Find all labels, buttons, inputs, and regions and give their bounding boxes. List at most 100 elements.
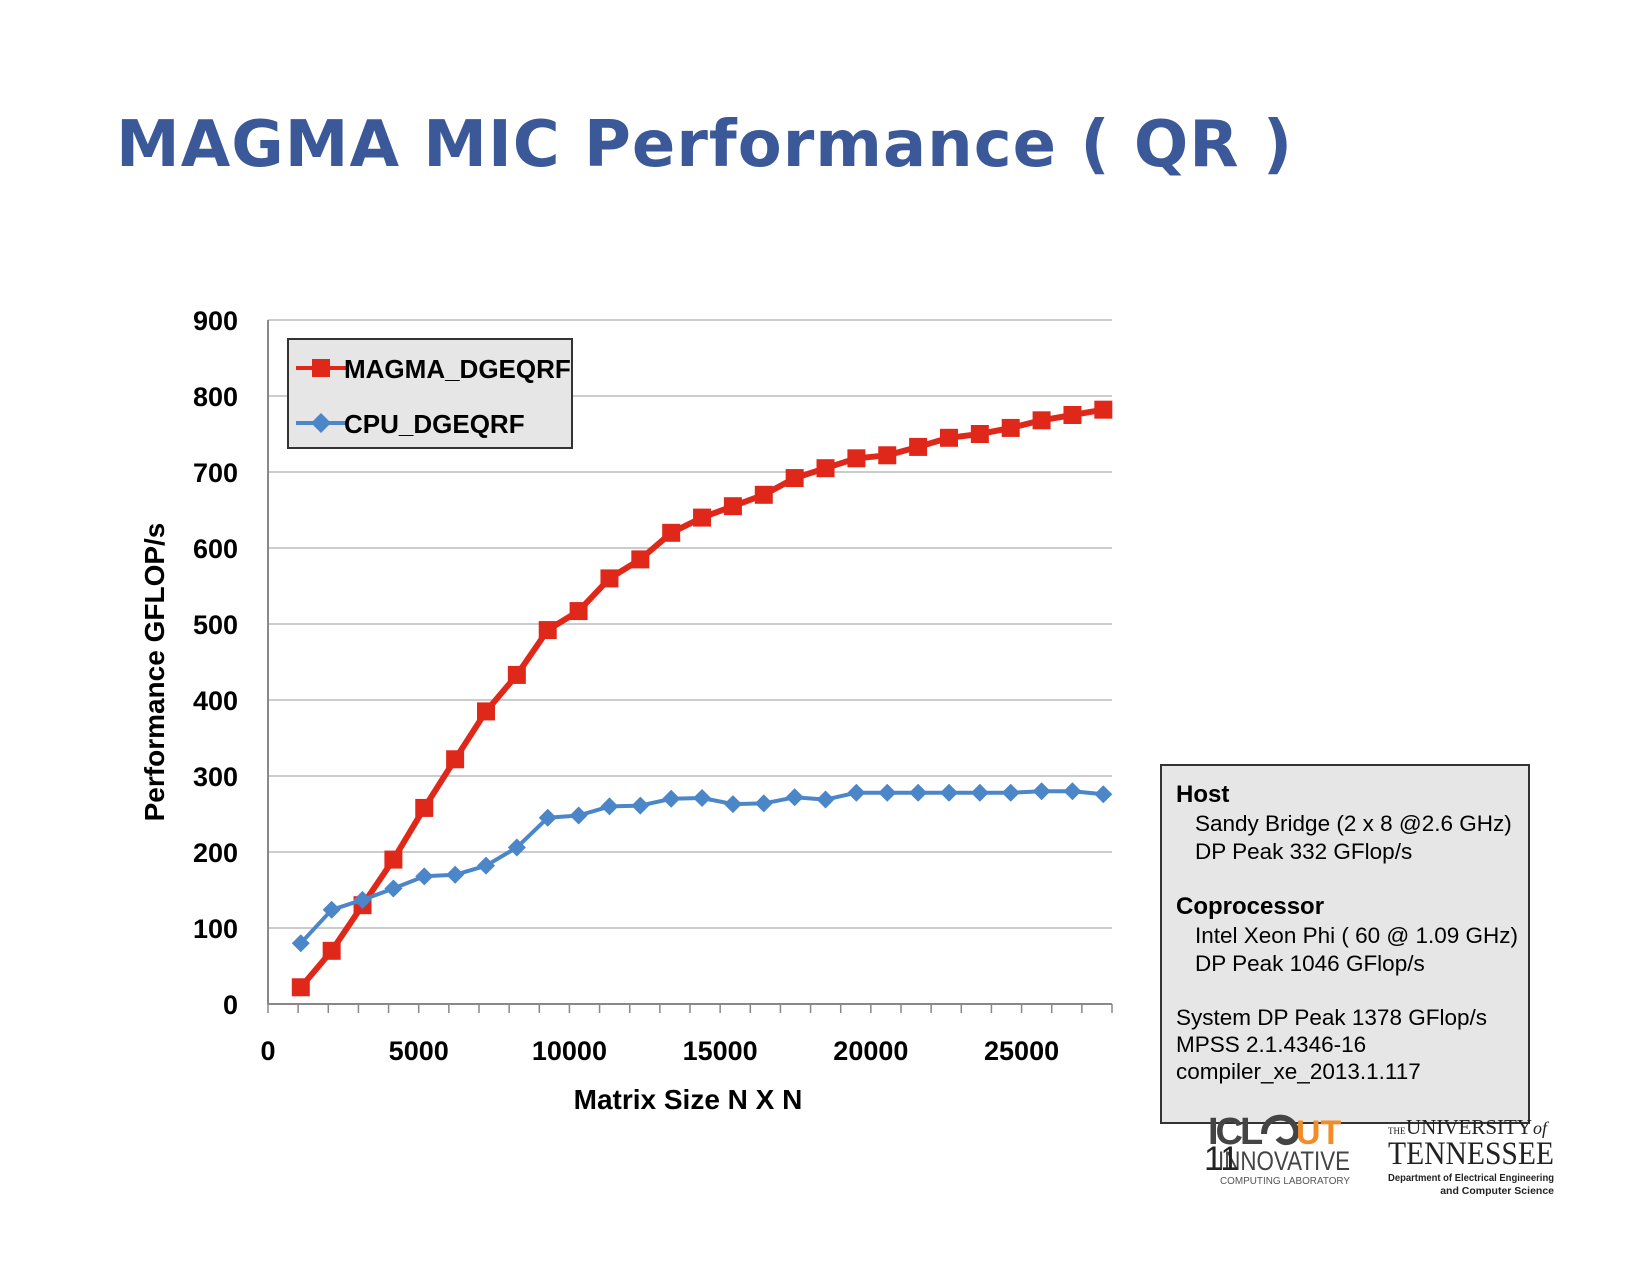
data-point-magma-dgeqrf bbox=[909, 437, 928, 456]
data-point-magma-dgeqrf bbox=[322, 941, 341, 960]
data-point-cpu-dgeqrf bbox=[631, 796, 650, 815]
x-tick-label: 15000 bbox=[683, 1036, 758, 1066]
compiler-version: compiler_xe_2013.1.117 bbox=[1176, 1059, 1421, 1084]
data-point-cpu-dgeqrf bbox=[693, 789, 712, 808]
data-point-cpu-dgeqrf bbox=[754, 794, 773, 813]
x-tick-label: 10000 bbox=[532, 1036, 607, 1066]
data-point-cpu-dgeqrf bbox=[476, 856, 495, 875]
legend-cpu-label: CPU_DGEQRF bbox=[344, 409, 525, 439]
x-tick-label: 5000 bbox=[389, 1036, 449, 1066]
data-point-cpu-dgeqrf bbox=[446, 865, 465, 884]
data-point-magma-dgeqrf bbox=[723, 497, 742, 516]
data-point-magma-dgeqrf bbox=[600, 569, 619, 588]
y-tick-label: 500 bbox=[193, 610, 238, 640]
ut-logo-university: UNIVERSITY bbox=[1406, 1115, 1532, 1139]
data-point-cpu-dgeqrf bbox=[1001, 783, 1020, 802]
data-point-magma-dgeqrf bbox=[1001, 418, 1020, 437]
y-tick-label: 600 bbox=[193, 534, 238, 564]
icl-logo-letters: ICL bbox=[1208, 1111, 1263, 1153]
icl-logo-swirl bbox=[1261, 1114, 1300, 1146]
data-point-magma-dgeqrf bbox=[970, 425, 989, 443]
host-heading: Host bbox=[1176, 781, 1230, 808]
data-point-magma-dgeqrf bbox=[631, 550, 650, 569]
series-line-magma-dgeqrf bbox=[298, 406, 1104, 990]
x-axis-title: Matrix Size N X N bbox=[574, 1084, 803, 1115]
x-tick-label: 0 bbox=[260, 1036, 275, 1066]
data-point-magma-dgeqrf bbox=[415, 798, 434, 817]
coprocessor-name: Intel Xeon Phi ( 60 @ 1.09 GHz) bbox=[1195, 923, 1518, 948]
data-point-cpu-dgeqrf bbox=[384, 879, 403, 898]
y-tick-label: 300 bbox=[193, 762, 238, 792]
data-point-magma-dgeqrf bbox=[754, 485, 773, 504]
data-point-cpu-dgeqrf bbox=[939, 783, 958, 802]
x-tick-label: 25000 bbox=[984, 1036, 1059, 1066]
data-point-cpu-dgeqrf bbox=[785, 788, 804, 807]
y-tick-label: 0 bbox=[223, 990, 238, 1020]
y-axis-title: Performance GFLOP/s bbox=[139, 523, 170, 822]
data-point-magma-dgeqrf bbox=[384, 850, 403, 869]
data-point-cpu-dgeqrf bbox=[1032, 782, 1051, 801]
data-point-magma-dgeqrf bbox=[1063, 406, 1082, 424]
data-point-magma-dgeqrf bbox=[1094, 400, 1113, 419]
coprocessor-heading: Coprocessor bbox=[1176, 893, 1325, 920]
host-cpu: Sandy Bridge (2 x 8 @2.6 GHz) bbox=[1195, 811, 1512, 836]
data-point-cpu-dgeqrf bbox=[415, 867, 434, 886]
data-point-magma-dgeqrf bbox=[476, 702, 495, 721]
data-point-magma-dgeqrf bbox=[939, 428, 958, 447]
data-point-cpu-dgeqrf bbox=[878, 783, 897, 802]
data-point-cpu-dgeqrf bbox=[723, 795, 742, 814]
icl-logo-innovative: INNOVATIVE bbox=[1218, 1146, 1350, 1176]
data-point-cpu-dgeqrf bbox=[1063, 782, 1082, 801]
ut-logo-of: of bbox=[1533, 1118, 1550, 1138]
x-tick-label: 20000 bbox=[833, 1036, 908, 1066]
data-point-cpu-dgeqrf bbox=[909, 783, 928, 802]
host-peak: DP Peak 332 GFlop/s bbox=[1195, 839, 1413, 864]
y-tick-label: 900 bbox=[193, 306, 238, 336]
slide-title: MAGMA MIC Performance ( QR ) bbox=[116, 108, 1294, 182]
ut-logo: THE UNIVERSITY of TENNESSEE Department o… bbox=[1388, 1115, 1554, 1197]
data-point-magma-dgeqrf bbox=[1032, 411, 1051, 430]
mpss-version: MPSS 2.1.4346-16 bbox=[1176, 1032, 1367, 1057]
ut-logo-tennessee: TENNESSEE bbox=[1388, 1136, 1554, 1172]
icl-logo-subtitle: COMPUTING LABORATORY bbox=[1220, 1176, 1350, 1187]
y-tick-label: 700 bbox=[193, 458, 238, 488]
data-point-cpu-dgeqrf bbox=[322, 900, 341, 919]
system-info-box: Host Sandy Bridge (2 x 8 @2.6 GHz) DP Pe… bbox=[1160, 764, 1530, 1124]
y-tick-labels: 0 100 200 300 400 500 600 700 800 900 bbox=[193, 306, 238, 1020]
y-tick-label: 800 bbox=[193, 382, 238, 412]
axes bbox=[267, 320, 1113, 1013]
legend-magma-marker bbox=[312, 359, 330, 377]
system-peak: System DP Peak 1378 GFlop/s bbox=[1176, 1005, 1487, 1030]
data-point-cpu-dgeqrf bbox=[970, 783, 989, 802]
y-tick-label: 200 bbox=[193, 838, 238, 868]
data-point-magma-dgeqrf bbox=[878, 446, 897, 465]
data-point-magma-dgeqrf bbox=[507, 665, 526, 684]
ut-logo-the: THE bbox=[1388, 1126, 1406, 1136]
data-point-cpu-dgeqrf bbox=[353, 890, 372, 909]
legend: MAGMA_DGEQRF CPU_DGEQRF bbox=[287, 338, 573, 449]
y-tick-label: 400 bbox=[193, 686, 238, 716]
data-point-cpu-dgeqrf bbox=[662, 789, 681, 808]
data-point-cpu-dgeqrf bbox=[847, 783, 866, 802]
data-point-magma-dgeqrf bbox=[538, 621, 557, 640]
ut-logo-dept-line1: Department of Electrical Engineering bbox=[1388, 1172, 1554, 1184]
data-point-magma-dgeqrf bbox=[785, 469, 804, 488]
x-tick-labels: 0 5000 10000 15000 20000 25000 bbox=[260, 1036, 1059, 1066]
series bbox=[291, 400, 1113, 997]
legend-cpu-marker bbox=[311, 413, 331, 433]
icl-logo: ICL UT INNOVATIVE COMPUTING LABORATORY bbox=[1208, 1111, 1350, 1187]
y-tick-label: 100 bbox=[193, 914, 238, 944]
data-point-cpu-dgeqrf bbox=[816, 790, 835, 809]
data-point-cpu-dgeqrf bbox=[569, 806, 588, 825]
data-point-cpu-dgeqrf bbox=[538, 808, 557, 827]
legend-magma-label: MAGMA_DGEQRF bbox=[344, 354, 571, 384]
coprocessor-peak: DP Peak 1046 GFlop/s bbox=[1195, 951, 1425, 976]
icl-logo-accent: UT bbox=[1296, 1114, 1342, 1152]
data-point-cpu-dgeqrf bbox=[1094, 785, 1113, 804]
data-point-magma-dgeqrf bbox=[662, 523, 681, 542]
data-point-magma-dgeqrf bbox=[847, 449, 866, 468]
ut-logo-dept-line2: and Computer Science bbox=[1440, 1185, 1554, 1197]
data-point-cpu-dgeqrf bbox=[291, 934, 310, 953]
data-point-cpu-dgeqrf bbox=[600, 797, 619, 816]
